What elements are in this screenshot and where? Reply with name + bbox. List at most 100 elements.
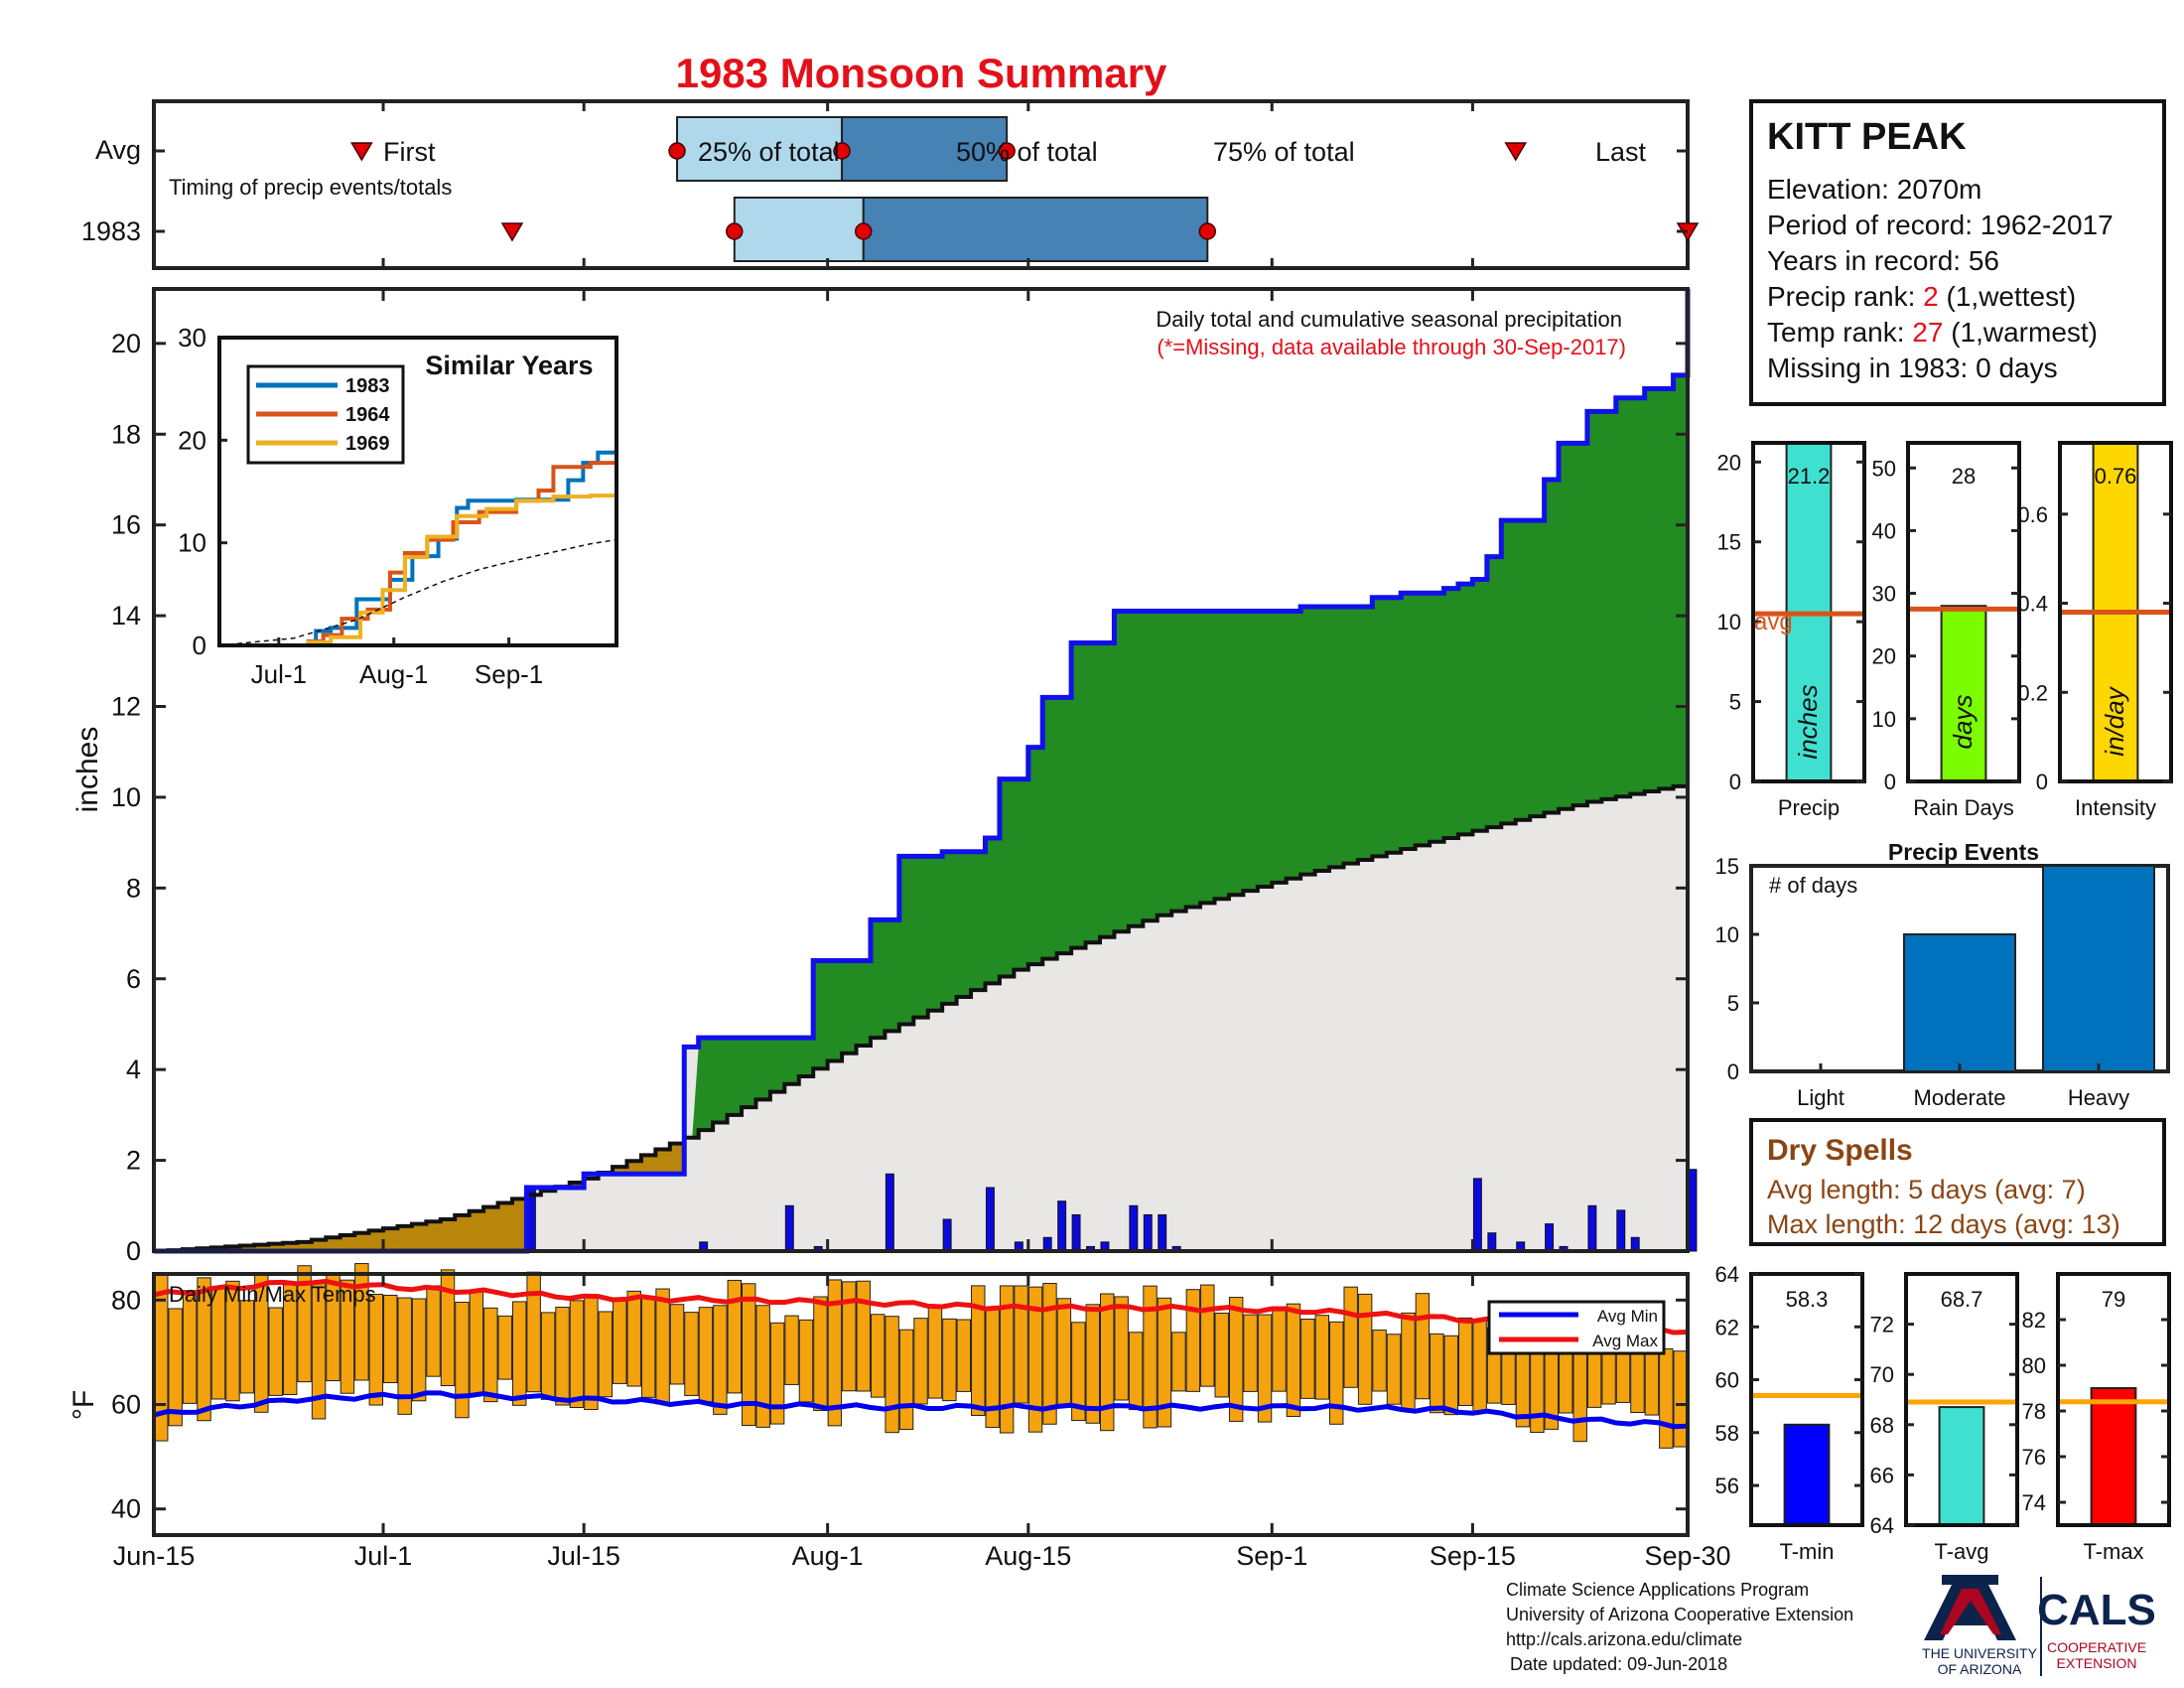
summary-y-tick-label: 40 xyxy=(1872,518,1896,543)
university-of-arizona-logo: THE UNIVERSITY OF ARIZONA xyxy=(1922,1575,2038,1677)
daily-temp-range-bar xyxy=(1014,1285,1028,1404)
daily-temp-range-bar xyxy=(1185,1289,1201,1392)
daily-temp-range-bar xyxy=(684,1312,699,1396)
timing-row-label-avg: Avg xyxy=(95,135,141,165)
temp-y-tick-label: 40 xyxy=(111,1494,141,1524)
ua-logo-line-2: OF ARIZONA xyxy=(1938,1661,2022,1677)
x-tick-label: Jul-1 xyxy=(354,1541,413,1571)
main-y-tick-label: 10 xyxy=(111,782,141,812)
daily-temp-range-bar xyxy=(1300,1318,1315,1399)
summary-y-tick-label: 0 xyxy=(1729,770,1741,794)
daily-temp-range-bar xyxy=(411,1298,427,1402)
cals-logo: CALS COOPERATIVE EXTENSION xyxy=(2037,1586,2156,1671)
station-info-box: KITT PEAK Elevation: 2070m Period of rec… xyxy=(1749,99,2166,406)
inset-y-tick-label: 0 xyxy=(193,631,206,660)
daily-precip-bar xyxy=(1630,1236,1640,1252)
inset-average-line xyxy=(218,538,617,646)
daily-temp-range-bar xyxy=(1143,1285,1158,1429)
dry-spells-frame xyxy=(1749,1118,2166,1246)
precip-rank-suffix: (1,wettest) xyxy=(1939,281,2076,312)
daily-precip-bar xyxy=(1158,1213,1167,1252)
daily-temp-range-bar xyxy=(956,1319,972,1392)
daily-temp-range-bar xyxy=(1343,1286,1358,1388)
x-tick-label: Sep-15 xyxy=(1430,1541,1516,1571)
daily-temp-range-bar xyxy=(455,1301,470,1419)
timing-percentile-marker xyxy=(726,222,744,240)
station-temp-rank: Temp rank: 27 (1,warmest) xyxy=(1767,317,2098,348)
daily-temp-range-bar xyxy=(856,1280,871,1392)
above-average-area xyxy=(154,289,1688,1251)
daily-temp-range-bar xyxy=(640,1297,656,1398)
timing-percentile-marker xyxy=(833,142,851,160)
daily-precip-bar xyxy=(942,1218,952,1252)
timing-percentile-marker xyxy=(668,142,686,160)
summary-y-tick-label: 74 xyxy=(2022,1490,2046,1515)
daily-precip-bar xyxy=(1143,1213,1153,1252)
dry-spells-max: Max length: 12 days (avg: 13) xyxy=(1767,1209,2120,1239)
timing-box-25-50 xyxy=(676,116,844,182)
daily-temp-range-bar xyxy=(942,1318,957,1402)
precip-event-category-label: Heavy xyxy=(2068,1085,2129,1110)
station-info-frame xyxy=(1749,99,2166,406)
precip-event-category-label: Light xyxy=(1797,1085,1844,1110)
similar-years-inset: 0 10 20 30 Jul-1 Aug-1 Sep-1 Similar Years 198… xyxy=(178,323,618,689)
daily-precip-bar xyxy=(1071,1213,1081,1252)
daily-temp-range-bar xyxy=(669,1304,685,1385)
summary-value-label-rain-days: 28 xyxy=(1952,464,1976,489)
summary-axis-label-tmax: T-max xyxy=(2083,1539,2143,1564)
daily-temp-range-bar xyxy=(999,1285,1015,1434)
daily-temp-range-bar xyxy=(268,1307,283,1396)
summary-frame-tmax xyxy=(2056,1272,2171,1527)
timing-first-last-marker xyxy=(500,222,524,242)
summary-y-tick-label: 68 xyxy=(1870,1413,1894,1438)
daily-temp-range-bar xyxy=(1286,1303,1301,1418)
daily-precip-bar xyxy=(1688,1169,1698,1252)
station-precip-rank: Precip rank: 2 (1,wettest) xyxy=(1767,281,2076,312)
daily-temp-range-bar xyxy=(885,1316,899,1434)
main-y-tick-label: 6 xyxy=(126,964,141,994)
inset-title: Similar Years xyxy=(425,351,593,380)
summary-frame-precip xyxy=(1751,441,1866,783)
timing-frame xyxy=(152,99,1690,270)
daily-temp-range-bar xyxy=(1157,1297,1172,1428)
footer-line-2: University of Arizona Cooperative Extens… xyxy=(1506,1605,1853,1624)
daily-temp-range-bar xyxy=(1243,1314,1258,1392)
daily-temp-range-bar xyxy=(225,1280,240,1402)
daily-precip-bar xyxy=(1129,1204,1139,1252)
daily-temp-range-bar xyxy=(1128,1332,1144,1411)
daily-precip-bar xyxy=(1616,1209,1626,1252)
temp-title: Daily Min/Max Temps xyxy=(169,1282,376,1307)
inset-frame xyxy=(217,336,618,647)
summary-bar-tmin xyxy=(1783,1423,1831,1527)
daily-temp-range-bar xyxy=(1401,1312,1416,1412)
summary-y-tick-label: 15 xyxy=(1717,530,1741,555)
temp-y-tick-label: 60 xyxy=(111,1390,141,1420)
precip-event-y-tick-label: 10 xyxy=(1715,922,1739,947)
daily-temp-range-bar xyxy=(898,1329,914,1431)
timing-row-label-year: 1983 xyxy=(81,216,141,246)
daily-temp-range-bar xyxy=(1430,1333,1444,1414)
daily-temp-range-bar xyxy=(1659,1348,1674,1449)
daily-temp-range-bar xyxy=(742,1283,756,1427)
daily-temp-range-bar xyxy=(1214,1312,1229,1398)
daily-temp-range-bar xyxy=(784,1315,799,1385)
daily-temp-range-bar xyxy=(813,1296,828,1411)
summary-y-tick-label: 78 xyxy=(2022,1399,2046,1424)
summary-y-tick-label: 60 xyxy=(1715,1368,1739,1393)
daily-temp-range-bar xyxy=(798,1319,814,1403)
daily-temp-range-bar xyxy=(426,1285,441,1377)
timing-label-p75: 75% of total xyxy=(1213,137,1355,167)
temp-rank-value: 27 xyxy=(1912,317,1943,348)
average-fill-under-year xyxy=(526,1047,699,1251)
inset-y-tick-label: 30 xyxy=(178,323,206,352)
daily-temp-range-bar xyxy=(540,1312,556,1400)
ua-logo-bar xyxy=(1942,1575,1998,1585)
x-tick-label: Aug-1 xyxy=(792,1541,864,1571)
inset-legend-label: 1964 xyxy=(345,404,390,426)
summary-axis-label-tmin: T-min xyxy=(1780,1539,1835,1564)
summary-axis-label-precip: Precip xyxy=(1778,795,1840,820)
daily-temp-range-bar xyxy=(769,1322,785,1425)
x-axis-labels: Jun-15 Jul-1 Jul-15 Aug-1 Aug-15 Sep-1 Sep-15 S… xyxy=(113,1541,1731,1571)
precip-event-bar-moderate xyxy=(1903,933,2016,1072)
